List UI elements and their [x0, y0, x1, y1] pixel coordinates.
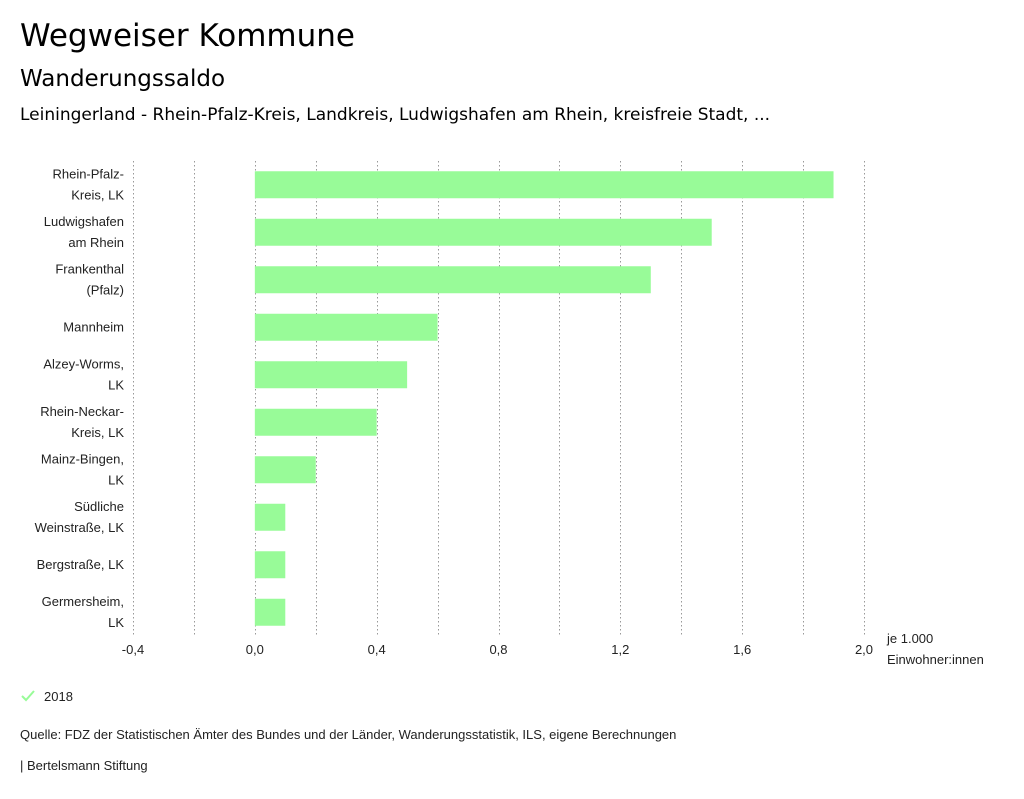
bar [254, 503, 286, 531]
legend[interactable]: 2018 [20, 688, 73, 704]
legend-label: 2018 [44, 688, 73, 704]
category-label: Alzey-Worms, [43, 356, 124, 371]
category-label: Mainz-Bingen, [41, 451, 124, 466]
category-label: Weinstraße, LK [35, 520, 125, 535]
category-label: Frankenthal [55, 261, 124, 276]
category-label: (Pfalz) [86, 282, 124, 297]
x-tick-label: 1,2 [611, 642, 629, 657]
x-tick-label: 0,8 [489, 642, 507, 657]
x-tick-label: -0,4 [122, 642, 144, 657]
category-label: Rhein-Pfalz- [52, 166, 124, 181]
category-label: Germersheim, [42, 594, 124, 609]
bar [254, 313, 438, 341]
bar [254, 361, 408, 389]
publisher-note: | Bertelsmann Stiftung [20, 758, 148, 773]
x-tick-label: 0,4 [368, 642, 386, 657]
x-tick-label: 1,6 [733, 642, 751, 657]
check-icon [21, 690, 35, 702]
category-label: LK [108, 615, 124, 630]
x-axis-unit-label: Einwohner:innen [887, 652, 984, 667]
bar [254, 171, 834, 199]
category-label: Südliche [74, 499, 124, 514]
category-label: Kreis, LK [71, 425, 124, 440]
bar [254, 408, 377, 436]
category-label: Mannheim [63, 319, 124, 334]
region-label: Leiningerland - Rhein-Pfalz-Kreis, Landk… [20, 105, 771, 125]
x-axis-unit-label: je 1.000 [886, 631, 933, 646]
chart-subtitle: Wanderungssaldo [20, 66, 226, 92]
bar [254, 266, 651, 294]
source-note: Quelle: FDZ der Statistischen Ämter des … [20, 727, 677, 742]
category-label: LK [108, 472, 124, 487]
bar [254, 598, 286, 626]
category-label: Bergstraße, LK [37, 557, 125, 572]
category-label: LK [108, 377, 124, 392]
category-label: Ludwigshafen [44, 214, 124, 229]
category-label: Kreis, LK [71, 187, 124, 202]
category-label: am Rhein [68, 235, 124, 250]
bar [254, 218, 712, 246]
category-label: Rhein-Neckar- [40, 404, 124, 419]
page-title: Wegweiser Kommune [20, 18, 355, 54]
bar [254, 551, 286, 579]
x-tick-label: 0,0 [246, 642, 264, 657]
x-tick-label: 2,0 [855, 642, 873, 657]
bar [254, 456, 316, 484]
